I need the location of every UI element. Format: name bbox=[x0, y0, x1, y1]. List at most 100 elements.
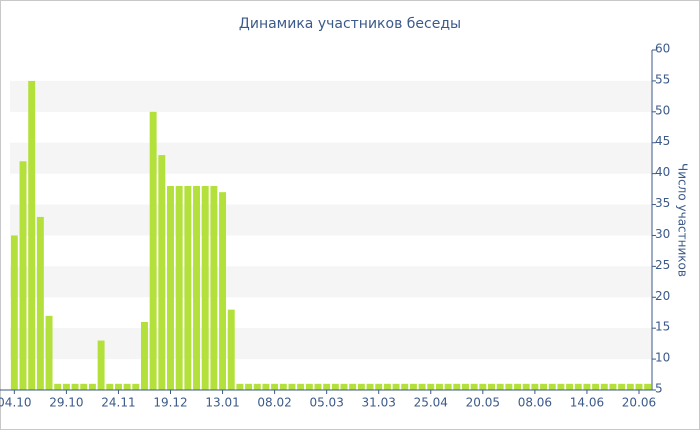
x-tick-label: 20.06 bbox=[622, 396, 656, 410]
bar bbox=[383, 383, 391, 390]
bar bbox=[201, 186, 209, 390]
bar bbox=[106, 383, 114, 390]
bar bbox=[496, 383, 504, 390]
bar bbox=[470, 383, 478, 390]
chart-title: Динамика участников беседы bbox=[239, 16, 461, 32]
bar bbox=[114, 383, 122, 390]
y-axis-label: Число участников bbox=[676, 163, 690, 277]
bar bbox=[227, 309, 235, 390]
bar bbox=[531, 383, 539, 390]
bar bbox=[349, 383, 357, 390]
bar bbox=[427, 383, 435, 390]
bar bbox=[462, 383, 469, 390]
x-tick-label: 08.06 bbox=[518, 396, 552, 410]
y-tick-label: 35 bbox=[655, 196, 670, 210]
bar bbox=[141, 322, 148, 390]
bar bbox=[479, 383, 487, 390]
bar bbox=[71, 383, 79, 390]
x-tick-label: 24.11 bbox=[101, 396, 135, 410]
bar bbox=[245, 383, 253, 390]
bar bbox=[323, 383, 331, 390]
bar bbox=[210, 186, 218, 390]
bar bbox=[262, 383, 270, 390]
x-tick-label: 19.12 bbox=[153, 396, 187, 410]
bar bbox=[592, 383, 600, 390]
bar bbox=[28, 80, 36, 390]
bar bbox=[10, 235, 18, 390]
y-tick-label: 40 bbox=[655, 165, 670, 179]
bar bbox=[19, 161, 27, 390]
grid-band bbox=[10, 80, 652, 112]
grid-band bbox=[10, 204, 652, 236]
bar bbox=[331, 383, 339, 390]
bar bbox=[175, 186, 183, 390]
grid-band bbox=[10, 328, 652, 360]
bar bbox=[366, 383, 374, 390]
bar bbox=[418, 383, 426, 390]
y-tick-label: 45 bbox=[655, 134, 670, 148]
bar bbox=[626, 383, 634, 390]
bar bbox=[357, 383, 365, 390]
bar bbox=[401, 383, 409, 390]
bar bbox=[123, 383, 131, 390]
bar bbox=[488, 383, 495, 390]
bar bbox=[36, 216, 44, 390]
bar bbox=[97, 340, 105, 390]
bar bbox=[279, 383, 287, 390]
bar bbox=[600, 383, 608, 390]
bar bbox=[435, 383, 443, 390]
y-tick-label: 10 bbox=[655, 351, 670, 365]
bar bbox=[167, 186, 174, 390]
bar bbox=[314, 383, 322, 390]
bar bbox=[557, 383, 565, 390]
grid-band bbox=[10, 266, 652, 298]
grid-band bbox=[10, 142, 652, 174]
x-tick-label: 14.06 bbox=[570, 396, 604, 410]
bar bbox=[305, 383, 313, 390]
bar bbox=[574, 383, 582, 390]
bar bbox=[288, 383, 296, 390]
bar bbox=[184, 186, 192, 390]
y-tick-label: 15 bbox=[655, 320, 670, 334]
bar bbox=[271, 383, 279, 390]
bar bbox=[583, 383, 591, 390]
bar bbox=[618, 383, 626, 390]
bar bbox=[297, 383, 305, 390]
bar bbox=[253, 383, 261, 390]
bar bbox=[409, 383, 417, 390]
bar bbox=[505, 383, 513, 390]
x-tick-label: 04.10 bbox=[0, 396, 32, 410]
bar bbox=[566, 383, 574, 390]
bar bbox=[453, 383, 461, 390]
bar bbox=[80, 383, 88, 390]
bar bbox=[132, 383, 140, 390]
bar bbox=[340, 383, 348, 390]
y-tick-label: 55 bbox=[655, 72, 670, 86]
bar bbox=[514, 383, 521, 390]
bar bbox=[236, 383, 244, 390]
x-tick-label: 31.03 bbox=[362, 396, 396, 410]
bar bbox=[88, 383, 96, 390]
bar bbox=[45, 315, 53, 390]
bar bbox=[644, 383, 652, 390]
y-tick-label: 20 bbox=[655, 289, 670, 303]
bar bbox=[635, 383, 643, 390]
x-tick-label: 29.10 bbox=[49, 396, 83, 410]
x-tick-label: 20.05 bbox=[466, 396, 500, 410]
bar bbox=[158, 155, 166, 390]
y-tick-label: 30 bbox=[655, 227, 670, 241]
y-tick-label: 60 bbox=[655, 42, 670, 56]
x-tick-label: 05.03 bbox=[309, 396, 343, 410]
bar bbox=[54, 383, 62, 390]
bar bbox=[149, 111, 157, 391]
y-tick-label: 50 bbox=[655, 103, 670, 117]
x-tick-label: 13.01 bbox=[205, 396, 239, 410]
bar bbox=[444, 383, 452, 390]
y-tick-label: 25 bbox=[655, 258, 670, 272]
x-tick-label: 08.02 bbox=[257, 396, 291, 410]
x-tick-label: 25.04 bbox=[414, 396, 448, 410]
bar bbox=[609, 383, 617, 390]
bar bbox=[219, 192, 227, 390]
bar bbox=[522, 383, 530, 390]
